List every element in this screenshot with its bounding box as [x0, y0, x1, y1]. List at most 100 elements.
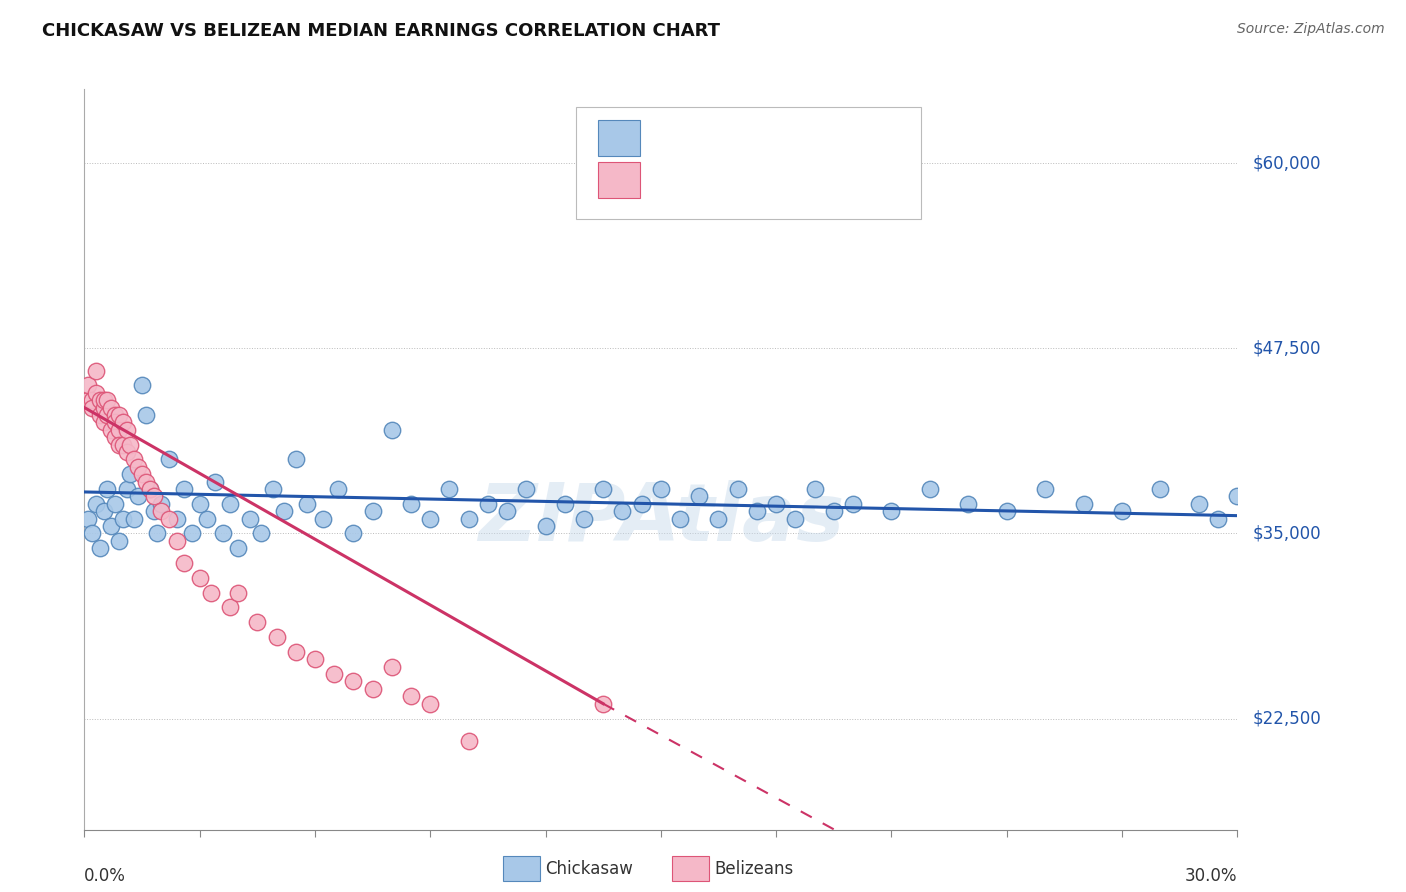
- Point: [1188, 497, 1211, 511]
- Text: $35,000: $35,000: [1253, 524, 1322, 542]
- Point: [93, 504, 115, 518]
- Point: [326, 482, 349, 496]
- Text: ZIPAtlas: ZIPAtlas: [478, 480, 844, 558]
- Point: [457, 733, 479, 747]
- Point: [84, 385, 107, 400]
- Text: -0.479: -0.479: [689, 171, 748, 189]
- Point: [219, 497, 242, 511]
- Point: [1206, 511, 1229, 525]
- Point: [181, 526, 204, 541]
- Point: [135, 408, 157, 422]
- Point: [77, 378, 100, 392]
- Text: $47,500: $47,500: [1253, 339, 1322, 358]
- Text: 52: 52: [801, 171, 824, 189]
- Point: [89, 541, 111, 556]
- Point: [803, 482, 825, 496]
- Point: [195, 511, 218, 525]
- Point: [399, 690, 422, 704]
- Point: [120, 437, 142, 451]
- Point: [204, 475, 226, 489]
- Point: [93, 393, 115, 408]
- Point: [239, 511, 262, 525]
- Point: [342, 674, 364, 689]
- Point: [266, 630, 288, 644]
- Point: [592, 697, 614, 711]
- Point: [342, 526, 364, 541]
- Point: [311, 511, 333, 525]
- Point: [188, 497, 211, 511]
- Point: [124, 452, 146, 467]
- Point: [138, 482, 160, 496]
- Point: [135, 475, 157, 489]
- Point: [284, 645, 307, 659]
- Point: [111, 511, 134, 525]
- Point: [142, 489, 165, 503]
- Point: [157, 452, 180, 467]
- Point: [115, 445, 138, 459]
- Point: [361, 681, 384, 696]
- Point: [80, 393, 103, 408]
- Point: [173, 482, 195, 496]
- Point: [77, 511, 100, 525]
- Point: [361, 504, 384, 518]
- Text: -0.038: -0.038: [689, 129, 748, 147]
- Point: [534, 519, 557, 533]
- Point: [592, 482, 614, 496]
- Point: [669, 511, 692, 525]
- Point: [142, 504, 165, 518]
- Point: [250, 526, 273, 541]
- Point: [166, 533, 188, 548]
- Text: 0.0%: 0.0%: [84, 867, 127, 885]
- Point: [419, 697, 441, 711]
- Point: [727, 482, 749, 496]
- Point: [200, 585, 222, 599]
- Point: [297, 497, 319, 511]
- Point: [707, 511, 730, 525]
- Point: [226, 585, 249, 599]
- Point: [89, 408, 111, 422]
- Point: [554, 497, 576, 511]
- Text: $22,500: $22,500: [1253, 709, 1322, 728]
- Text: R =: R =: [648, 129, 685, 147]
- Point: [100, 423, 122, 437]
- Point: [89, 393, 111, 408]
- Text: 30.0%: 30.0%: [1185, 867, 1237, 885]
- Point: [323, 667, 346, 681]
- Point: [823, 504, 845, 518]
- Point: [104, 497, 127, 511]
- Point: [100, 401, 122, 415]
- Point: [173, 556, 195, 570]
- Point: [96, 408, 118, 422]
- Point: [111, 437, 134, 451]
- Point: [115, 482, 138, 496]
- Point: [439, 482, 461, 496]
- Text: R =: R =: [648, 171, 685, 189]
- Point: [785, 511, 807, 525]
- Point: [127, 489, 149, 503]
- Point: [146, 526, 169, 541]
- Text: 76: 76: [801, 129, 824, 147]
- Text: $60,000: $60,000: [1253, 154, 1322, 172]
- Point: [108, 533, 131, 548]
- Point: [572, 511, 595, 525]
- Point: [262, 482, 284, 496]
- Point: [1033, 482, 1056, 496]
- Point: [457, 511, 479, 525]
- Point: [84, 497, 107, 511]
- Point: [1226, 489, 1249, 503]
- Point: [131, 378, 153, 392]
- Point: [1149, 482, 1171, 496]
- Point: [688, 489, 710, 503]
- Point: [381, 423, 404, 437]
- Point: [612, 504, 634, 518]
- Point: [104, 415, 127, 429]
- Point: [138, 482, 160, 496]
- Point: [745, 504, 768, 518]
- Point: [131, 467, 153, 482]
- Point: [399, 497, 422, 511]
- Point: [120, 467, 142, 482]
- Text: Belizeans: Belizeans: [714, 860, 793, 878]
- Point: [166, 511, 188, 525]
- Point: [284, 452, 307, 467]
- Point: [100, 519, 122, 533]
